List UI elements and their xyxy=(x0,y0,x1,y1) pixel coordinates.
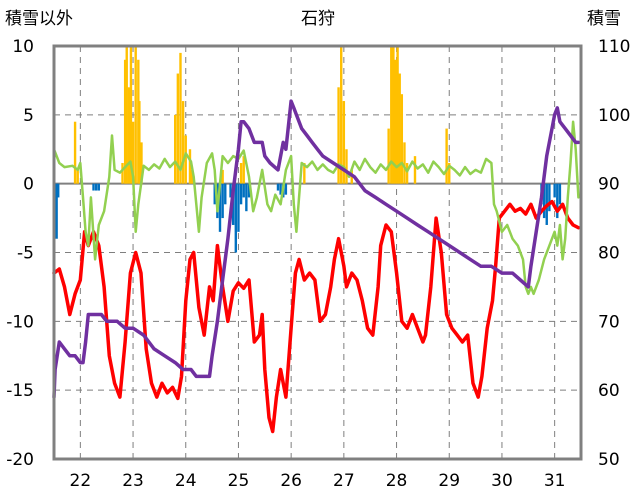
negative-bar xyxy=(242,183,245,198)
snow-bar xyxy=(448,163,451,184)
negative-bar xyxy=(247,183,251,198)
snow-bar xyxy=(131,121,135,184)
negative-bar xyxy=(548,183,551,212)
snow-bar xyxy=(239,163,243,184)
x-tick-label: 28 xyxy=(386,471,408,491)
snow-bar xyxy=(221,169,224,184)
snow-bar xyxy=(400,94,404,184)
right-axis-title: 積雪 xyxy=(587,9,621,29)
negative-bar xyxy=(245,183,248,212)
line-series xyxy=(52,99,581,434)
negative-bar xyxy=(284,183,288,195)
left-tick-label: 10 xyxy=(12,37,34,57)
snow-bar xyxy=(127,87,131,184)
snow-bar xyxy=(242,156,245,184)
right-tick-label: 80 xyxy=(598,244,620,264)
left-tick-label: -5 xyxy=(17,244,34,264)
negative-bar xyxy=(57,183,60,198)
bar-series xyxy=(53,46,562,253)
snow-bar xyxy=(140,142,143,184)
snow-bar xyxy=(188,149,192,184)
negative-bar xyxy=(237,183,240,232)
snow-bar xyxy=(176,73,180,184)
snow-bar xyxy=(392,46,395,184)
snow-bar xyxy=(138,101,141,184)
plot-frame xyxy=(52,44,583,461)
x-tick-label: 27 xyxy=(333,471,355,491)
green-series-line xyxy=(52,120,580,296)
snow-bar xyxy=(394,59,397,184)
negative-bar xyxy=(213,183,216,205)
negative-bar xyxy=(279,183,282,195)
negative-bar xyxy=(542,183,546,219)
left-tick-label: -20 xyxy=(6,450,34,470)
snow-bar xyxy=(125,46,128,184)
snow-bar xyxy=(123,59,127,184)
right-tick-label: 60 xyxy=(598,381,620,401)
snow-bar xyxy=(396,46,399,184)
negative-bar xyxy=(224,183,227,205)
negative-bar xyxy=(55,183,58,239)
snow-bar xyxy=(303,163,306,184)
purple-series-line xyxy=(52,99,581,399)
negative-bar xyxy=(276,183,280,191)
left-tick-label: 5 xyxy=(23,106,34,126)
snow-bar xyxy=(398,73,401,184)
snow-bar xyxy=(121,163,124,184)
snow-bar xyxy=(181,101,185,184)
x-tick-label: 30 xyxy=(491,471,513,491)
right-tick-label: 100 xyxy=(598,106,630,126)
x-tick-label: 31 xyxy=(544,471,566,491)
snow-bar xyxy=(76,169,79,184)
right-tick-label: 90 xyxy=(598,175,620,195)
snow-bar xyxy=(134,46,137,184)
snow-bar xyxy=(345,149,348,184)
snow-bar xyxy=(179,52,182,184)
snow-bar xyxy=(174,114,177,184)
negative-bar xyxy=(558,183,562,205)
negative-bar xyxy=(221,183,224,219)
snow-bar xyxy=(129,46,133,184)
left-tick-label: 0 xyxy=(23,175,34,195)
snow-bar xyxy=(184,135,187,184)
snow-bar xyxy=(413,156,417,184)
chart-title: 石狩 xyxy=(301,9,335,29)
x-tick-label: 26 xyxy=(280,471,302,491)
right-tick-label: 50 xyxy=(598,450,620,470)
snow-bar xyxy=(190,169,194,184)
right-tick-label: 110 xyxy=(598,37,630,57)
negative-bar xyxy=(218,183,222,232)
negative-bar xyxy=(234,183,238,253)
snow-bar xyxy=(73,121,77,184)
x-tick-label: 25 xyxy=(228,471,250,491)
snow-bar xyxy=(342,101,346,184)
x-tick-label: 24 xyxy=(175,471,197,491)
snow-bar xyxy=(445,128,448,184)
right-tick-label: 70 xyxy=(598,312,620,332)
negative-bar xyxy=(229,183,232,198)
snow-bar xyxy=(403,142,406,184)
snow-bar xyxy=(390,46,393,184)
negative-bar xyxy=(553,183,556,198)
x-tick-label: 22 xyxy=(70,471,92,491)
negative-bar xyxy=(556,183,559,219)
negative-bar xyxy=(92,183,95,191)
left-axis-title: 積雪以外 xyxy=(5,9,73,29)
negative-bar xyxy=(94,183,98,191)
snow-bar xyxy=(405,163,409,184)
negative-bar xyxy=(239,183,243,205)
left-tick-label: -10 xyxy=(6,312,34,332)
gridlines xyxy=(54,46,581,459)
snow-bar xyxy=(337,87,340,184)
snow-bar xyxy=(340,46,343,184)
left-tick-label: -15 xyxy=(6,381,34,401)
negative-bar xyxy=(97,183,100,191)
x-tick-label: 23 xyxy=(122,471,144,491)
x-tick-label: 29 xyxy=(438,471,460,491)
snow-bar xyxy=(387,128,390,184)
